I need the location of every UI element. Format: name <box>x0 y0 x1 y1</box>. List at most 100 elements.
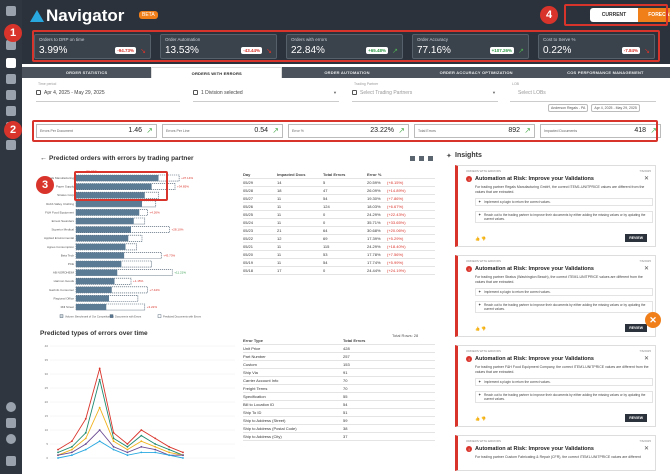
bar-actual[interactable] <box>76 295 109 302</box>
table-row[interactable]: 05/20 11 53 17.78% (+7.56%) <box>243 251 435 259</box>
tab-orders-with-errors[interactable]: ORDERS WITH ERRORS <box>151 67 283 78</box>
kpi-card[interactable]: Order Accuracy 77.16% +107.26% ↗ <box>412 34 529 59</box>
series-point[interactable] <box>182 454 184 457</box>
table-row[interactable]: Specification 55 <box>243 393 435 401</box>
series-point[interactable] <box>126 448 129 451</box>
series-point[interactable] <box>70 448 73 451</box>
people-icon[interactable] <box>6 90 16 100</box>
series-point[interactable] <box>112 440 115 443</box>
bar-actual[interactable] <box>76 235 129 242</box>
insight-step[interactable]: ✦ Reach out to the trading partner to imp… <box>475 391 653 403</box>
thumbs-vote-icons[interactable]: 👍 👎 <box>475 236 487 241</box>
series-point[interactable] <box>84 448 87 451</box>
col-error-pct[interactable]: Error % <box>367 171 382 177</box>
table-row[interactable]: Bill to Location ID 54 <box>243 401 435 409</box>
series-point[interactable] <box>57 451 59 454</box>
series-point[interactable] <box>84 443 87 445</box>
series-point[interactable] <box>57 457 59 459</box>
series-point[interactable] <box>168 448 171 451</box>
document-icon[interactable] <box>6 140 16 150</box>
table-row[interactable]: Ship to Address (Street) 59 <box>243 417 435 425</box>
table-row[interactable]: 05/29 14 5 20.59% (+8.15%) <box>243 179 435 187</box>
series-point[interactable] <box>126 451 129 454</box>
bar-actual[interactable] <box>76 200 142 207</box>
series-point[interactable] <box>70 451 73 454</box>
bar-actual[interactable] <box>76 209 140 216</box>
col-impacted-docs[interactable]: Impacted Docs <box>277 171 306 177</box>
gear-icon[interactable] <box>6 418 16 428</box>
bar-actual[interactable] <box>76 192 145 199</box>
series-point[interactable] <box>126 445 129 448</box>
time-period-filter[interactable]: Time period Apr 4, 2025 - May 29, 2025 <box>36 82 180 102</box>
series-point[interactable] <box>182 451 184 454</box>
series-point[interactable] <box>84 437 87 440</box>
series-point[interactable] <box>112 431 115 434</box>
close-icon[interactable]: ✕ <box>643 356 649 362</box>
sort-icon[interactable] <box>428 156 433 161</box>
insight-step[interactable]: ✦ Reach out to the trading partner to imp… <box>475 211 653 223</box>
series-line[interactable] <box>57 368 184 453</box>
metric-card[interactable]: Errors Per Document 1.46 ↗ <box>36 124 157 138</box>
series-point[interactable] <box>154 437 157 440</box>
filter-chip[interactable]: Apr 4, 2025 - May 29, 2025 <box>591 104 640 112</box>
col-total-errors[interactable]: Total Errors <box>343 337 366 343</box>
review-button[interactable]: REVIEW <box>625 414 647 422</box>
series-point[interactable] <box>140 451 143 454</box>
series-point[interactable] <box>98 406 101 409</box>
bar-actual[interactable] <box>76 218 134 225</box>
series-line[interactable] <box>57 379 184 456</box>
insight-card[interactable]: ORDERS WITH ERRORS 7/6/2025! Automation at… <box>455 345 656 427</box>
kpi-card[interactable]: Cost to Serve % 0.22% -7.84% ↘ <box>538 34 655 59</box>
kpi-card[interactable]: Orders with errors 22.84% +65.48% ↗ <box>286 34 403 59</box>
insight-step[interactable]: ✦ Reach out to the trading partner to imp… <box>475 301 653 313</box>
series-line[interactable] <box>57 440 184 459</box>
close-fab-button[interactable]: ✕ <box>645 312 661 328</box>
col-total-errors[interactable]: Total Errors <box>323 171 346 177</box>
kpi-card[interactable]: Orders to DRP on time 3.99% -94.73% ↘ <box>34 34 151 59</box>
series-point[interactable] <box>182 457 184 459</box>
series-point[interactable] <box>154 448 157 451</box>
table-row[interactable]: 05/27 11 54 19.30% (+7.86%) <box>243 195 435 203</box>
close-icon[interactable]: ✕ <box>643 176 649 182</box>
help-icon[interactable] <box>6 402 16 412</box>
lob-input[interactable]: Select LOBs <box>518 90 546 96</box>
col-error-type[interactable]: Error Type <box>243 337 263 343</box>
series-point[interactable] <box>168 445 171 448</box>
table-row[interactable]: 05/25 11 0 24.29% (+22.43%) <box>243 211 435 219</box>
thumbs-vote-icons[interactable]: 👍 👎 <box>475 326 487 331</box>
series-point[interactable] <box>84 431 87 434</box>
series-point[interactable] <box>140 429 143 431</box>
close-icon[interactable]: ✕ <box>643 266 649 272</box>
table-row[interactable]: 05/22 12 69 17.39% (+5.29%) <box>243 235 435 243</box>
insight-card[interactable]: ORDERS WITH ERRORS 7/6/2025! Automation at… <box>455 435 656 471</box>
tab-cos-performance-management[interactable]: COS PERFORMANCE MANAGEMENT <box>567 70 644 75</box>
alert-icon[interactable] <box>6 106 16 116</box>
table-row[interactable]: 05/18 17 0 24.44% (+24.19%) <box>243 267 435 275</box>
bar-actual[interactable] <box>76 278 115 285</box>
series-point[interactable] <box>154 451 157 454</box>
trading-partner-input[interactable]: Select Trading Partners <box>360 90 413 96</box>
series-point[interactable] <box>168 451 171 454</box>
metric-card[interactable]: Total Errors 892 ↗ <box>414 124 535 138</box>
insight-step[interactable]: ✦ Implement a plugin to return the correc… <box>475 288 653 296</box>
home-icon[interactable] <box>6 40 16 50</box>
series-point[interactable] <box>70 445 73 448</box>
series-point[interactable] <box>154 443 157 445</box>
series-line[interactable] <box>57 429 183 456</box>
review-button[interactable]: REVIEW <box>625 324 647 332</box>
tab-order-statistics[interactable]: ORDER STATISTICS <box>65 70 108 75</box>
analytics-icon[interactable] <box>6 74 16 84</box>
bar-actual[interactable] <box>76 261 122 268</box>
tab-order-automation[interactable]: ORDER AUTOMATION <box>324 70 370 75</box>
series-point[interactable] <box>126 443 129 445</box>
series-point[interactable] <box>140 445 143 448</box>
series-point[interactable] <box>57 448 59 451</box>
grid-view-icon[interactable] <box>410 156 415 161</box>
metric-card[interactable]: Impacted Documents 418 ↗ <box>540 124 661 138</box>
bar-actual[interactable] <box>76 269 118 276</box>
bar-actual[interactable] <box>76 243 126 250</box>
table-row[interactable]: Unit Price 428 <box>243 345 435 353</box>
kpi-card[interactable]: Order Automation 13.53% -43.44% ↘ <box>160 34 277 59</box>
series-point[interactable] <box>70 454 73 457</box>
col-day[interactable]: Day <box>243 171 251 177</box>
